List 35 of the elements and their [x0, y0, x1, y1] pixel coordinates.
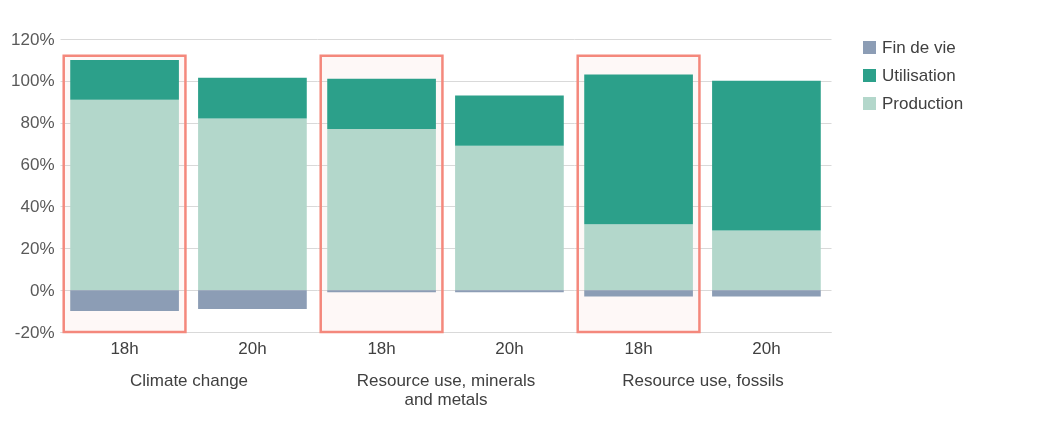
bar — [198, 118, 307, 291]
x-tick-label: 20h — [752, 338, 781, 358]
bar — [198, 77, 307, 119]
y-tick-label: 0% — [29, 280, 55, 300]
x-axis-title: Resource use, fossils — [622, 370, 784, 390]
y-tick-label: 60% — [20, 155, 55, 175]
legend-label: Utilisation — [882, 65, 956, 85]
bar — [712, 290, 821, 297]
x-axis-title: Climate change — [129, 370, 249, 390]
y-tick-label: 80% — [20, 113, 55, 133]
bar — [584, 224, 693, 291]
bar — [455, 290, 564, 293]
bar — [712, 230, 821, 291]
x-tick-label: 18h — [110, 338, 139, 358]
legend-label: Fin de vie — [882, 37, 956, 57]
y-tick-label: 120% — [11, 29, 55, 49]
y-tick-label: -20% — [14, 322, 55, 342]
bar — [712, 80, 821, 231]
bar — [455, 95, 564, 146]
bar — [327, 290, 436, 293]
bar — [70, 290, 179, 312]
x-tick-label: 18h — [624, 338, 653, 358]
legend-label: Production — [882, 93, 964, 113]
x-tick-label: 20h — [495, 338, 524, 358]
y-tick-label: 40% — [20, 196, 55, 216]
bar — [327, 78, 436, 129]
x-tick-label: 20h — [238, 338, 267, 358]
bar — [198, 290, 307, 309]
x-tick-label: 18h — [367, 338, 396, 358]
bar — [584, 290, 693, 297]
bar — [70, 59, 179, 100]
y-tick-label: 20% — [20, 238, 55, 258]
y-tick-label: 100% — [11, 71, 55, 91]
bar — [455, 145, 564, 291]
x-axis-title: Resource use, minerals and metals — [356, 370, 536, 409]
